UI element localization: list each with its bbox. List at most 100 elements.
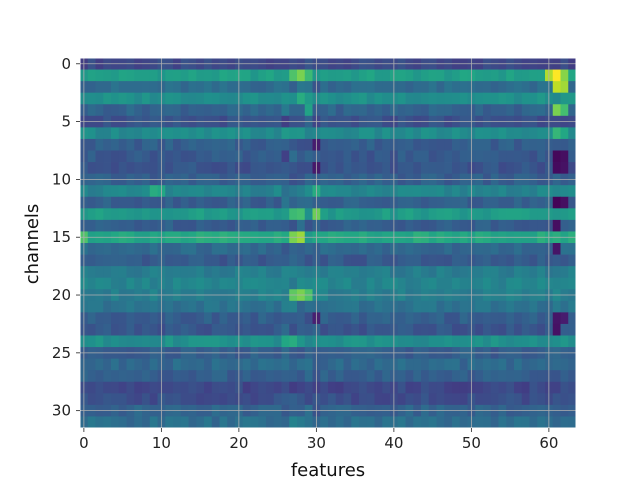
heatmap-cell <box>374 254 383 267</box>
heatmap-cell <box>475 219 484 232</box>
heatmap-cell <box>452 127 461 140</box>
heatmap-cell <box>428 162 437 175</box>
heatmap-cell <box>149 277 158 290</box>
heatmap-cell <box>552 312 561 325</box>
heatmap-cell <box>188 208 197 221</box>
heatmap-cell <box>297 370 306 383</box>
heatmap-cell <box>126 358 135 371</box>
heatmap-cell <box>483 416 492 429</box>
heatmap-cell <box>343 127 352 140</box>
heatmap-cell <box>490 208 499 221</box>
heatmap-cell <box>134 92 143 105</box>
heatmap-cell <box>397 358 406 371</box>
heatmap-cell <box>118 381 127 394</box>
heatmap-cell <box>444 196 453 209</box>
heatmap-cell <box>444 208 453 221</box>
heatmap-cell <box>328 150 337 163</box>
heatmap-cell <box>196 312 205 325</box>
heatmap-cell <box>405 104 414 117</box>
heatmap-cell <box>452 323 461 336</box>
heatmap-cell <box>506 104 515 117</box>
heatmap-cell <box>165 138 174 151</box>
heatmap-cell <box>118 243 127 255</box>
heatmap-cell <box>173 370 182 383</box>
heatmap-cell <box>359 127 368 140</box>
heatmap-cell <box>366 243 375 255</box>
heatmap-cell <box>304 393 313 406</box>
heatmap-cell <box>87 196 96 209</box>
heatmap-cell <box>382 381 391 394</box>
heatmap-cell <box>397 150 406 163</box>
heatmap-cell <box>413 381 422 394</box>
heatmap-cell <box>397 127 406 140</box>
heatmap-cell <box>413 323 422 336</box>
heatmap-cell <box>521 300 530 313</box>
heatmap-cell <box>506 381 515 394</box>
heatmap-cell <box>258 104 267 117</box>
heatmap-cell <box>483 150 492 163</box>
heatmap-cell <box>134 416 143 429</box>
heatmap-cell <box>552 185 561 198</box>
heatmap-cell <box>250 208 259 221</box>
heatmap-cell <box>459 81 468 94</box>
heatmap-cell <box>242 196 251 209</box>
heatmap-cell <box>428 370 437 383</box>
heatmap-cell <box>320 266 329 279</box>
heatmap-cell <box>428 381 437 394</box>
heatmap-cell <box>382 300 391 313</box>
heatmap-cell <box>180 185 189 198</box>
heatmap-cell <box>281 370 290 383</box>
heatmap-cell <box>289 300 298 313</box>
heatmap-cell <box>297 219 306 232</box>
heatmap-cell <box>397 277 406 290</box>
heatmap-cell <box>196 219 205 232</box>
heatmap-cell <box>211 196 220 209</box>
heatmap-cell <box>428 81 437 94</box>
heatmap-cell <box>211 104 220 117</box>
heatmap-cell <box>219 127 228 140</box>
heatmap-cell <box>514 370 523 383</box>
heatmap-cell <box>188 277 197 290</box>
heatmap-cell <box>537 393 546 406</box>
heatmap-cell <box>366 393 375 406</box>
heatmap-cell <box>320 277 329 290</box>
heatmap-cell <box>444 254 453 267</box>
heatmap-cell <box>227 381 236 394</box>
heatmap-cell <box>459 335 468 348</box>
heatmap-cell <box>242 92 251 105</box>
heatmap-cell <box>258 358 267 371</box>
heatmap-cell <box>521 104 530 117</box>
heatmap-cell <box>242 185 251 198</box>
heatmap-cell <box>413 370 422 383</box>
heatmap-cell <box>490 127 499 140</box>
heatmap-cell <box>103 150 112 163</box>
heatmap-cell <box>118 266 127 279</box>
heatmap-cell <box>514 92 523 105</box>
heatmap-cell <box>359 416 368 429</box>
heatmap-cell <box>211 185 220 198</box>
heatmap-cell <box>529 300 538 313</box>
heatmap-cell <box>521 138 530 151</box>
heatmap-cell <box>436 162 445 175</box>
heatmap-cell <box>374 393 383 406</box>
heatmap-cell <box>227 127 236 140</box>
heatmap-cell <box>196 208 205 221</box>
heatmap-cell <box>134 219 143 232</box>
heatmap-cell <box>173 219 182 232</box>
heatmap-cell <box>211 323 220 336</box>
heatmap-cell <box>405 323 414 336</box>
heatmap-cell <box>498 162 507 175</box>
heatmap-cell <box>211 370 220 383</box>
heatmap-cell <box>537 92 546 105</box>
heatmap-cell <box>165 416 174 429</box>
heatmap-cell <box>196 150 205 163</box>
heatmap-cell <box>219 254 228 267</box>
heatmap-cell <box>436 185 445 198</box>
heatmap-cell <box>421 416 430 429</box>
heatmap-cell <box>219 196 228 209</box>
heatmap-cell <box>273 300 282 313</box>
heatmap-cell <box>405 335 414 348</box>
heatmap-cell <box>320 300 329 313</box>
heatmap-cell <box>459 196 468 209</box>
heatmap-cell <box>428 219 437 232</box>
